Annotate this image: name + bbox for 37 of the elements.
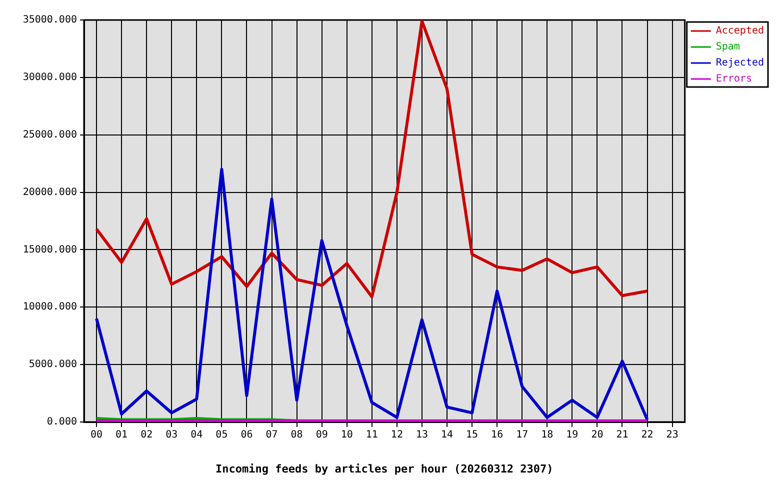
- x-tick-label: 13: [416, 430, 428, 441]
- y-tick-label: 20000.000: [22, 186, 77, 198]
- legend-label: Rejected: [716, 58, 764, 69]
- y-tick-label: 0.000: [46, 416, 77, 428]
- x-tick-label: 10: [340, 430, 353, 441]
- x-tick-label: 23: [666, 430, 678, 441]
- legend-label: Errors: [716, 74, 752, 85]
- y-tick-label: 30000.000: [22, 72, 77, 84]
- x-axis-title: Incoming feeds by articles per hour (20260312 2307): [216, 462, 554, 476]
- y-tick-label: 15000.000: [22, 244, 77, 256]
- legend-label: Spam: [716, 42, 740, 53]
- x-tick-label: 05: [216, 430, 228, 441]
- x-tick-label: 02: [140, 430, 153, 441]
- x-tick-label: 15: [466, 430, 478, 441]
- y-tick-label: 5000.000: [28, 359, 77, 370]
- x-tick-label: 06: [240, 430, 253, 441]
- y-tick-label: 35000.000: [22, 14, 77, 26]
- x-tick-label: 09: [316, 430, 328, 441]
- legend-label: Accepted: [716, 26, 764, 37]
- x-tick-label: 03: [166, 430, 178, 441]
- x-tick-label: 17: [516, 430, 528, 441]
- x-tick-label: 21: [616, 430, 628, 441]
- x-tick-label: 16: [491, 430, 504, 441]
- x-tick-label: 12: [390, 430, 403, 441]
- y-tick-label: 10000.000: [22, 302, 77, 313]
- x-tick-label: 14: [440, 430, 454, 441]
- y-tick-label: 25000.000: [22, 129, 77, 140]
- x-tick-label: 01: [116, 430, 128, 441]
- x-tick-label: 04: [190, 430, 203, 441]
- x-tick-label: 20: [591, 430, 604, 441]
- x-tick-label: 22: [641, 430, 654, 441]
- x-tick-label: 07: [266, 430, 278, 441]
- x-tick-label: 18: [541, 430, 554, 441]
- x-tick-label: 11: [366, 430, 378, 441]
- x-tick-label: 19: [566, 430, 578, 441]
- x-tick-label: 00: [90, 430, 103, 441]
- x-tick-label: 08: [290, 430, 303, 441]
